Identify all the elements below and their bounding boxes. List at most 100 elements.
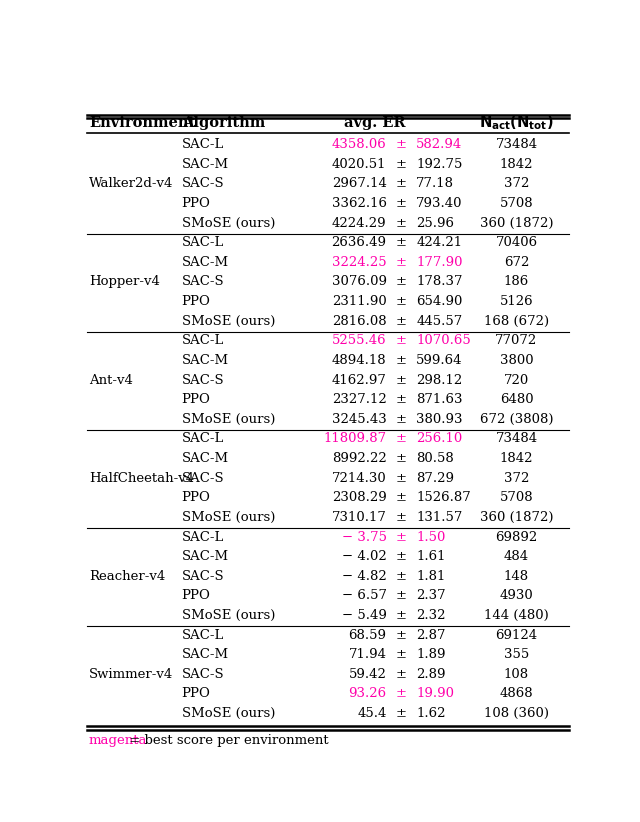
Text: 45.4: 45.4 xyxy=(357,707,387,720)
Text: ±: ± xyxy=(396,335,407,348)
Text: ±: ± xyxy=(396,511,407,524)
Text: 1842: 1842 xyxy=(500,452,533,465)
Text: Algorithm: Algorithm xyxy=(182,116,265,130)
Text: 87.29: 87.29 xyxy=(416,472,454,485)
Text: SAC-M: SAC-M xyxy=(182,550,229,563)
Text: 178.37: 178.37 xyxy=(416,275,463,289)
Text: PPO: PPO xyxy=(182,589,211,603)
Text: 1.61: 1.61 xyxy=(416,550,446,563)
Text: SAC-S: SAC-S xyxy=(182,275,224,289)
Text: SAC-M: SAC-M xyxy=(182,354,229,367)
Text: 871.63: 871.63 xyxy=(416,393,463,406)
Text: ±: ± xyxy=(396,472,407,485)
Text: ±: ± xyxy=(396,570,407,583)
Text: 71.94: 71.94 xyxy=(349,649,387,661)
Text: − 6.57: − 6.57 xyxy=(342,589,387,603)
Text: PPO: PPO xyxy=(182,687,211,700)
Text: 3224.25: 3224.25 xyxy=(332,256,387,269)
Text: 19.90: 19.90 xyxy=(416,687,454,700)
Text: 3800: 3800 xyxy=(500,354,533,367)
Text: 59.42: 59.42 xyxy=(349,667,387,681)
Text: ±: ± xyxy=(396,492,407,504)
Text: PPO: PPO xyxy=(182,393,211,406)
Text: 5708: 5708 xyxy=(500,492,533,504)
Text: ±: ± xyxy=(396,216,407,229)
Text: 2967.14: 2967.14 xyxy=(332,178,387,191)
Text: Hopper-v4: Hopper-v4 xyxy=(89,275,160,289)
Text: 1.89: 1.89 xyxy=(416,649,446,661)
Text: Walker2d-v4: Walker2d-v4 xyxy=(89,178,173,191)
Text: SAC-L: SAC-L xyxy=(182,335,224,348)
Text: ±: ± xyxy=(396,609,407,622)
Text: − 4.02: − 4.02 xyxy=(342,550,387,563)
Text: 654.90: 654.90 xyxy=(416,295,463,308)
Text: 720: 720 xyxy=(504,373,529,386)
Text: 2636.49: 2636.49 xyxy=(332,236,387,249)
Text: Environment: Environment xyxy=(89,116,195,130)
Text: − 5.49: − 5.49 xyxy=(342,609,387,622)
Text: SMoSE (ours): SMoSE (ours) xyxy=(182,707,275,720)
Text: 360 (1872): 360 (1872) xyxy=(480,511,553,524)
Text: SAC-S: SAC-S xyxy=(182,667,224,681)
Text: ±: ± xyxy=(396,354,407,367)
Text: ±: ± xyxy=(396,530,407,543)
Text: 2311.90: 2311.90 xyxy=(332,295,387,308)
Text: 131.57: 131.57 xyxy=(416,511,463,524)
Text: − 4.82: − 4.82 xyxy=(342,570,387,583)
Text: HalfCheetah-v4: HalfCheetah-v4 xyxy=(89,472,194,485)
Text: SAC-S: SAC-S xyxy=(182,472,224,485)
Text: 1.50: 1.50 xyxy=(416,530,445,543)
Text: 1.62: 1.62 xyxy=(416,707,446,720)
Text: 69892: 69892 xyxy=(495,530,538,543)
Text: 8992.22: 8992.22 xyxy=(332,452,387,465)
Text: SAC-S: SAC-S xyxy=(182,178,224,191)
Text: SMoSE (ours): SMoSE (ours) xyxy=(182,216,275,229)
Text: 5708: 5708 xyxy=(500,197,533,210)
Text: SAC-L: SAC-L xyxy=(182,236,224,249)
Text: SAC-M: SAC-M xyxy=(182,158,229,171)
Text: ±: ± xyxy=(396,707,407,720)
Text: 144 (480): 144 (480) xyxy=(484,609,549,622)
Text: 25.96: 25.96 xyxy=(416,216,454,229)
Text: ±: ± xyxy=(396,236,407,249)
Text: 672: 672 xyxy=(504,256,529,269)
Text: − 3.75: − 3.75 xyxy=(342,530,387,543)
Text: SMoSE (ours): SMoSE (ours) xyxy=(182,511,275,524)
Text: ±: ± xyxy=(396,373,407,386)
Text: avg. ER: avg. ER xyxy=(344,116,406,130)
Text: 11809.87: 11809.87 xyxy=(323,432,387,446)
Text: ±: ± xyxy=(396,158,407,171)
Text: 2.32: 2.32 xyxy=(416,609,446,622)
Text: 599.64: 599.64 xyxy=(416,354,463,367)
Text: SAC-M: SAC-M xyxy=(182,256,229,269)
Text: ±: ± xyxy=(396,667,407,681)
Text: ±: ± xyxy=(396,629,407,642)
Text: 73484: 73484 xyxy=(495,138,538,151)
Text: 445.57: 445.57 xyxy=(416,315,463,328)
Text: Ant-v4: Ant-v4 xyxy=(89,373,133,386)
Text: 73484: 73484 xyxy=(495,432,538,446)
Text: 355: 355 xyxy=(504,649,529,661)
Text: PPO: PPO xyxy=(182,492,211,504)
Text: = best score per environment: = best score per environment xyxy=(125,734,329,746)
Text: 672 (3808): 672 (3808) xyxy=(480,413,553,426)
Text: 69124: 69124 xyxy=(495,629,538,642)
Text: 1.81: 1.81 xyxy=(416,570,445,583)
Text: ±: ± xyxy=(396,256,407,269)
Text: ±: ± xyxy=(396,393,407,406)
Text: 2.87: 2.87 xyxy=(416,629,446,642)
Text: 256.10: 256.10 xyxy=(416,432,463,446)
Text: ±: ± xyxy=(396,687,407,700)
Text: 108 (360): 108 (360) xyxy=(484,707,549,720)
Text: 4020.51: 4020.51 xyxy=(332,158,387,171)
Text: 3245.43: 3245.43 xyxy=(332,413,387,426)
Text: 93.26: 93.26 xyxy=(348,687,387,700)
Text: SAC-L: SAC-L xyxy=(182,530,224,543)
Text: 372: 372 xyxy=(504,178,529,191)
Text: $\mathbf{N_{act}}$$\mathbf{(N_{tot})}$: $\mathbf{N_{act}}$$\mathbf{(N_{tot})}$ xyxy=(479,113,554,132)
Text: 2.89: 2.89 xyxy=(416,667,446,681)
Text: SAC-M: SAC-M xyxy=(182,649,229,661)
Text: 7214.30: 7214.30 xyxy=(332,472,387,485)
Text: 7310.17: 7310.17 xyxy=(332,511,387,524)
Text: SMoSE (ours): SMoSE (ours) xyxy=(182,609,275,622)
